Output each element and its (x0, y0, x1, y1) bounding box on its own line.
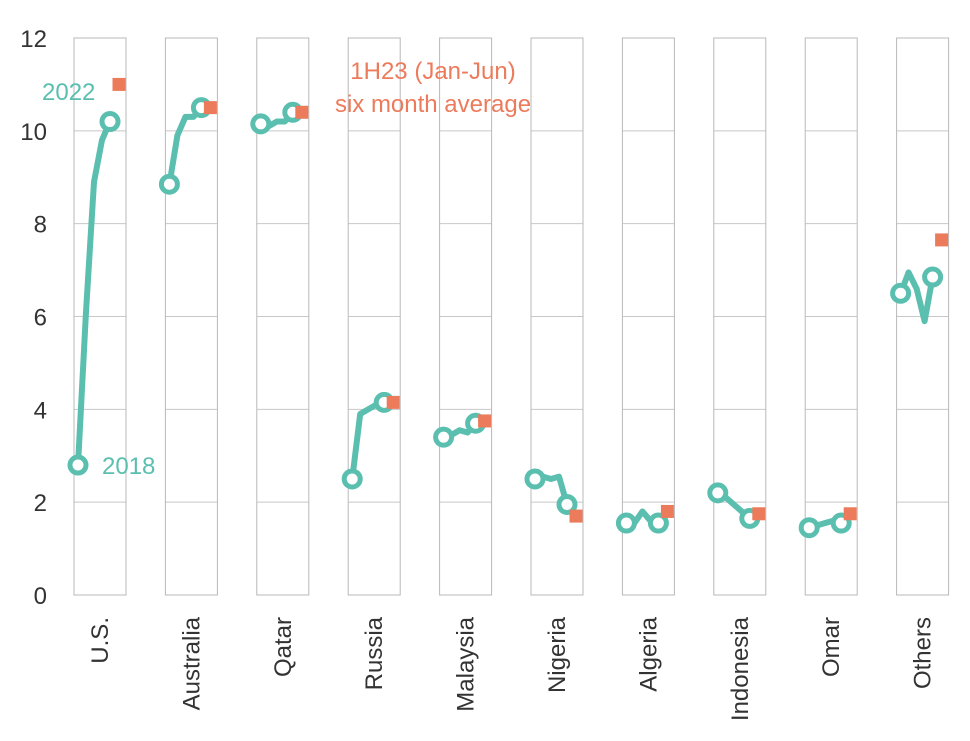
x-axis-ticks: U.S. Australia Qatar Russia Malaysia Nigeria A… (87, 616, 937, 721)
marker-h1-2023 (569, 509, 583, 523)
panel-2 (164, 37, 218, 596)
marker-first-year (798, 517, 820, 539)
annual-line (349, 399, 388, 482)
y-tick-label: 12 (20, 26, 47, 53)
y-tick-label: 8 (34, 212, 47, 239)
y-tick-label: 4 (34, 397, 47, 424)
marker-first-year (341, 468, 363, 490)
marker-last-year (556, 493, 578, 515)
series-layer (67, 77, 949, 539)
series-6 (524, 468, 583, 523)
y-tick-label: 6 (34, 305, 47, 332)
panel-10 (896, 37, 950, 596)
series-1 (67, 77, 126, 476)
annual-line (897, 269, 936, 325)
marker-first-year (67, 454, 89, 476)
series-10 (890, 233, 949, 325)
marker-last-year (99, 111, 121, 133)
marker-h1-2023 (752, 507, 766, 521)
panel-9 (804, 37, 858, 596)
y-axis-ticks: 0 2 4 6 8 10 12 (20, 26, 47, 610)
panel-7 (621, 37, 675, 596)
marker-first-year (524, 468, 546, 490)
panel-3 (256, 37, 310, 596)
marker-h1-2023 (478, 414, 492, 428)
x-tick-label: Malaysia (453, 616, 480, 711)
annotation-half-year-line2: six month average (335, 91, 531, 118)
x-tick-label: Nigeria (544, 616, 571, 693)
x-tick-label: Algeria (635, 616, 662, 691)
marker-h1-2023 (843, 507, 857, 521)
x-tick-label: Qatar (270, 617, 297, 677)
annual-line (166, 104, 205, 188)
panel-6 (530, 37, 584, 596)
y-tick-label: 2 (34, 490, 47, 517)
panel-8 (713, 37, 767, 596)
marker-h1-2023 (112, 77, 126, 91)
annotation-end-year: 2022 (42, 79, 95, 106)
series-2 (158, 97, 217, 195)
marker-h1-2023 (935, 233, 949, 247)
series-7 (615, 504, 674, 534)
y-tick-label: 0 (34, 583, 47, 610)
category-panels (73, 37, 950, 596)
marker-last-year (922, 266, 944, 288)
series-9 (798, 507, 857, 539)
annotation-start-year: 2018 (102, 453, 155, 480)
marker-first-year (615, 512, 637, 534)
grid-lines (74, 37, 949, 596)
y-tick-label: 10 (20, 119, 47, 146)
marker-first-year (890, 282, 912, 304)
x-tick-label: Indonesia (727, 616, 754, 721)
panel-5 (439, 37, 493, 596)
annual-line (75, 118, 113, 469)
marker-first-year (158, 173, 180, 195)
marker-first-year (707, 482, 729, 504)
marker-h1-2023 (295, 105, 309, 119)
panel-4 (347, 37, 401, 596)
marker-h1-2023 (386, 395, 400, 409)
marker-h1-2023 (660, 504, 674, 518)
series-3 (250, 101, 309, 135)
marker-first-year (433, 426, 455, 448)
annotations: 2022 2018 1H23 (Jan-Jun) six month avera… (42, 58, 531, 480)
x-tick-label: Omar (818, 617, 845, 677)
series-5 (433, 412, 492, 448)
x-tick-label: Others (910, 617, 937, 689)
panel-1 (73, 37, 127, 596)
series-8 (707, 482, 766, 529)
marker-h1-2023 (203, 101, 217, 115)
series-4 (341, 391, 400, 490)
x-tick-label: U.S. (87, 617, 114, 664)
marker-last-year (647, 512, 669, 534)
x-tick-label: Russia (361, 616, 388, 690)
annotation-half-year-line1: 1H23 (Jan-Jun) (350, 58, 515, 85)
x-tick-label: Australia (178, 616, 205, 710)
marker-first-year (250, 113, 272, 135)
